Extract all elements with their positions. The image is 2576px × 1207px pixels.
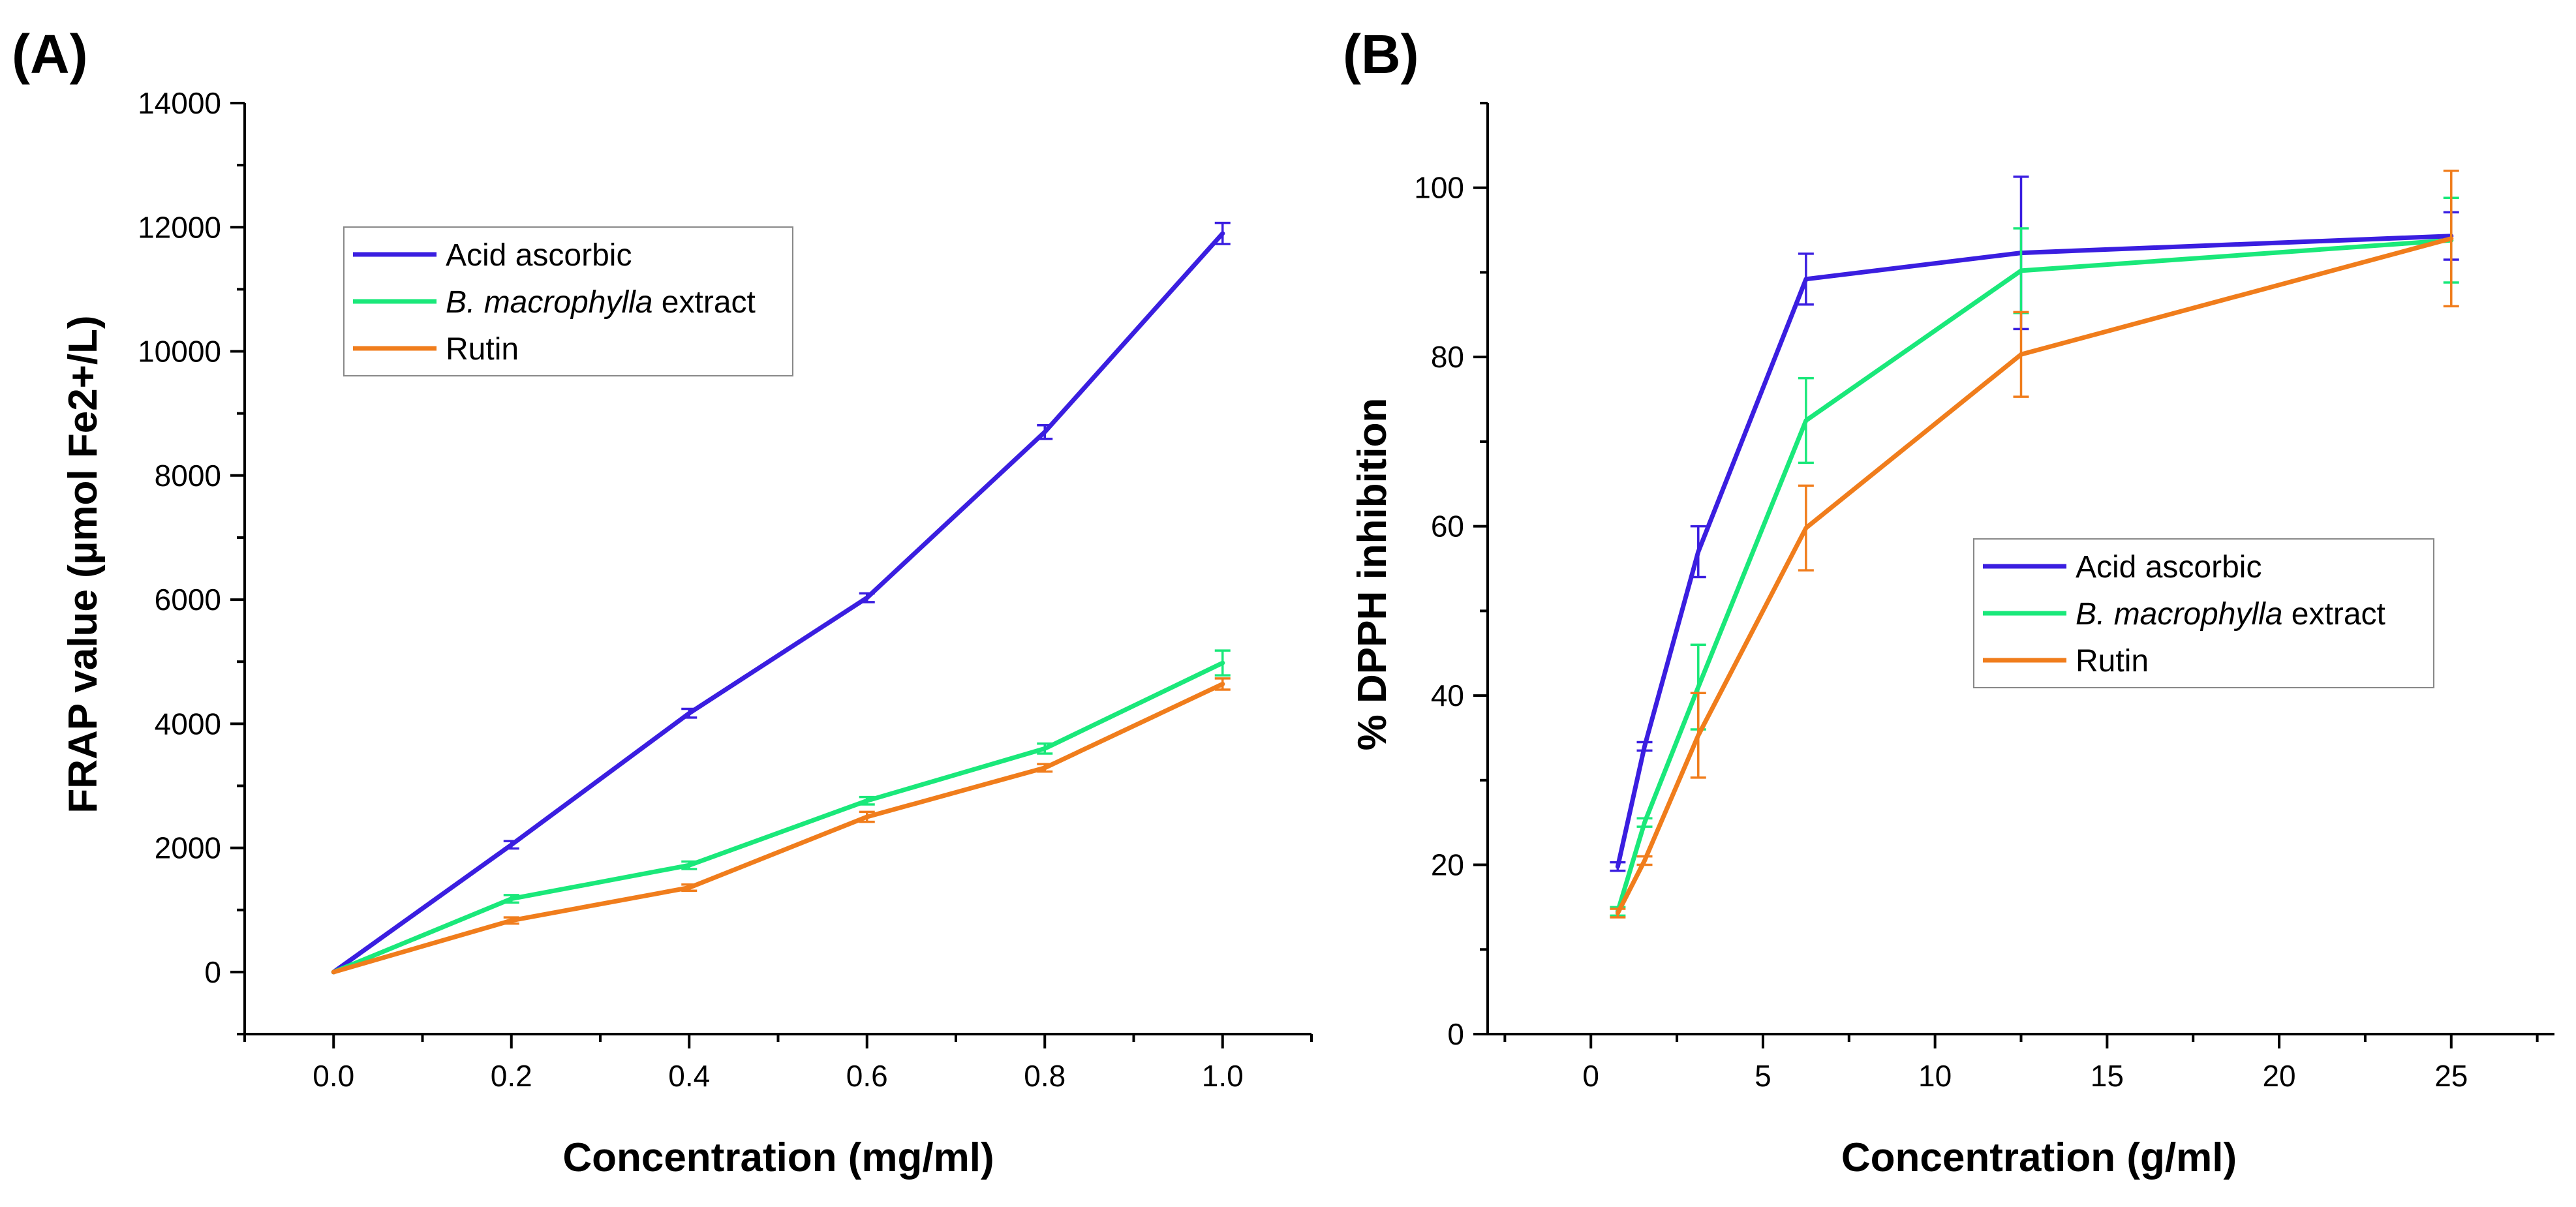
panel-a-error-bar <box>503 894 519 904</box>
panel-a-x-tick-label: 0.8 <box>1024 1059 1066 1093</box>
panel-a-series-line <box>331 660 1225 975</box>
panel-b-x-tick-label: 25 <box>2434 1059 2468 1093</box>
panel-a-legend-item: Acid ascorbic <box>353 238 632 273</box>
panel-b-error-bar <box>1798 252 1814 306</box>
panel-b-error-bar <box>1636 855 1653 866</box>
panel-a-y-tick-label: 6000 <box>155 583 221 617</box>
panel-b-y-tick-label: 100 <box>1414 171 1464 205</box>
panel-a-y-tick-label: 14000 <box>138 86 221 120</box>
panel-a-series-2 <box>331 649 1231 975</box>
panel-b-error-bar <box>1636 817 1653 828</box>
panel-b-error-bar <box>1610 861 1626 872</box>
panel-a-error-bar <box>681 860 698 870</box>
panel-b-series-3 <box>1610 170 2459 919</box>
panel-b-legend: Acid ascorbic B. macrophylla extract Rutin <box>1973 538 2434 688</box>
panel-a-y-tick-label: 4000 <box>155 707 221 741</box>
panel-b-x-tick-label: 0 <box>1582 1059 1599 1093</box>
panel-b-dpph-chart: (B) 0 5 10 15 20 25 0 20 40 60 80 100 Concentration… <box>1343 23 2554 1180</box>
panel-b-x-tick-label: 5 <box>1755 1059 1771 1093</box>
panel-a-x-tick-label: 0.6 <box>846 1059 888 1093</box>
panel-a-x-tick-label: 0.4 <box>668 1059 710 1093</box>
panel-a-series-line <box>331 681 1225 975</box>
panel-b-error-bar <box>1798 376 1814 465</box>
panel-a-y-tick-label: 0 <box>204 955 221 989</box>
panel-b-label: (B) <box>1343 23 1419 85</box>
panel-b-x-tick-label: 20 <box>2262 1059 2295 1093</box>
panel-a-error-bar <box>1037 423 1053 440</box>
panel-a-x-axis-label: Concentration (mg/ml) <box>562 1135 994 1180</box>
panel-b-series-1 <box>1610 176 2459 872</box>
panel-b-legend-item: Acid ascorbic <box>1983 550 2262 585</box>
panel-b-legend-label: B. macrophylla extract <box>2076 597 2385 632</box>
panel-b-y-tick-label: 60 <box>1431 510 1464 543</box>
panel-a-y-tick-label: 10000 <box>138 335 221 369</box>
panel-a-error-bar <box>681 883 698 892</box>
panel-b-y-tick-label: 40 <box>1431 679 1464 712</box>
panel-a-x-tick-label: 1.0 <box>1202 1059 1244 1093</box>
panel-a-error-bar <box>1037 742 1053 755</box>
panel-b-x-tick-label: 10 <box>1918 1059 1952 1093</box>
panel-a-error-bar <box>1214 677 1231 691</box>
panel-a-error-bar <box>859 795 875 806</box>
panel-a-legend-label: Rutin <box>446 332 519 367</box>
panel-b-error-bar <box>1690 692 1706 779</box>
panel-b-legend-item: B. macrophylla extract <box>1983 597 2385 632</box>
panel-b-y-tick-label: 80 <box>1431 340 1464 374</box>
panel-b-error-bar <box>2013 311 2029 398</box>
panel-b-error-bar <box>1610 908 1626 919</box>
panel-a-y-tick-label: 8000 <box>155 459 221 493</box>
panel-a-legend-label: Acid ascorbic <box>446 238 632 273</box>
panel-b-x-axis-label: Concentration (g/ml) <box>1841 1135 2237 1180</box>
panel-a-series-line <box>331 231 1225 975</box>
panel-a-x-tick-label: 0.0 <box>313 1059 354 1093</box>
panel-a-legend-item: Rutin <box>353 332 519 367</box>
panel-a-legend-item: B. macrophylla extract <box>353 285 756 320</box>
panel-b-series-line <box>1615 234 2454 869</box>
panel-a-x-tick-label: 0.2 <box>491 1059 532 1093</box>
panel-a-error-bar <box>1037 763 1053 773</box>
panel-b-legend-label: Acid ascorbic <box>2076 550 2262 585</box>
panel-a-label: (A) <box>12 23 88 85</box>
panel-a-error-bar <box>859 810 875 823</box>
panel-b-error-bar <box>1690 525 1706 579</box>
panel-b-error-bar <box>1636 741 1653 752</box>
panel-b-series-line <box>1615 236 2454 915</box>
panel-a-frap-chart: (A) 0.0 0.2 0.4 0.6 0.8 1.0 0 2000 4000 6000 8000 1… <box>12 23 1313 1180</box>
panel-a-y-tick-label: 2000 <box>155 831 221 865</box>
panel-a-error-bar <box>503 840 519 850</box>
panel-a-legend: Acid ascorbic B. macrophylla extract Rutin <box>343 226 793 376</box>
panel-b-y-tick-label: 0 <box>1447 1017 1464 1051</box>
panel-b-legend-label: Rutin <box>2076 644 2149 679</box>
panel-a-series-1 <box>331 221 1231 975</box>
panel-b-error-bar <box>1798 484 1814 572</box>
panel-b-y-axis-label: % DPPH inhibition <box>1350 398 1395 751</box>
panel-a-error-bar <box>503 916 519 925</box>
panel-a-error-bar <box>681 707 698 719</box>
panel-b-error-bar <box>2443 170 2459 308</box>
panel-a-y-axis-label: FRAP value (µmol Fe2+/L) <box>61 315 106 813</box>
panel-a-error-bar <box>1214 649 1231 677</box>
panel-a-legend-label: B. macrophylla extract <box>446 285 756 320</box>
panel-a-y-tick-label: 12000 <box>138 210 221 244</box>
panel-b-legend-item: Rutin <box>1983 644 2149 679</box>
panel-a-series-3 <box>331 677 1231 975</box>
panel-b-x-tick-label: 15 <box>2091 1059 2124 1093</box>
panel-a-error-bar <box>1214 221 1231 245</box>
panel-a-error-bar <box>859 592 875 604</box>
panel-b-y-tick-label: 20 <box>1431 848 1464 882</box>
panel-b-series-line <box>1615 237 2454 914</box>
